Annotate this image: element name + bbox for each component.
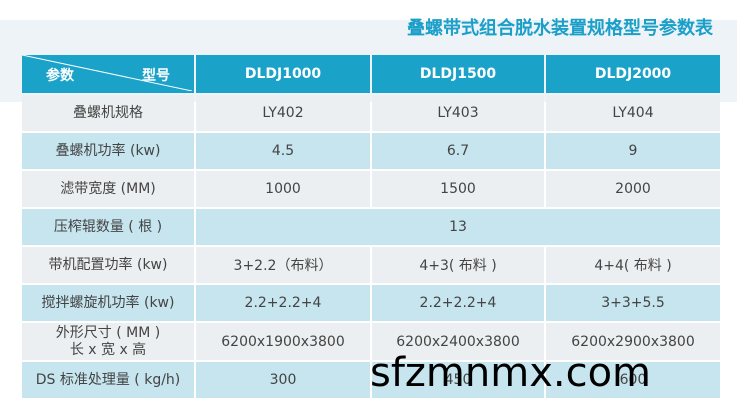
cell: 6200x1900x3800	[196, 323, 370, 360]
row-label: 搅拌螺旋机功率 (kw)	[22, 285, 194, 321]
title: 叠螺带式组合脱水装置规格型号参数表	[407, 18, 713, 39]
table-row: 叠螺机规格 LY402 LY403 LY404	[22, 95, 720, 131]
table-row: 压榨辊数量 ( 根 ) 13	[22, 209, 720, 245]
row-label-line: 叠螺机规格	[73, 104, 143, 121]
table-row: DS 标准处理量 ( kg/h) 300 450 600	[22, 362, 720, 398]
cell: 1000	[196, 171, 370, 207]
diagonal	[22, 55, 192, 91]
column-header: DLDJ1000	[196, 55, 370, 93]
cell: 3+2.2（布料）	[196, 247, 370, 283]
row-label-line: 压榨辊数量 ( 根 )	[53, 218, 163, 235]
cell: 2.2+2.2+4	[372, 285, 544, 321]
table-row: 滤带宽度 (MM) 1000 1500 2000	[22, 171, 720, 207]
row-label-line: DS 标准处理量 ( kg/h)	[35, 371, 181, 388]
row-label-line: 长 x 宽 x 高	[69, 341, 147, 358]
cell: 4.5	[196, 133, 370, 169]
row-label: 叠螺机功率 (kw)	[22, 133, 194, 169]
cell: 2.2+2.2+4	[196, 285, 370, 321]
cell: 4+3( 布料 )	[372, 247, 544, 283]
row-label-line: 带机配置功率 (kw)	[48, 256, 168, 273]
cell: 450	[372, 362, 544, 398]
row-label-line: 叠螺机功率 (kw)	[55, 142, 161, 159]
row-label: 带机配置功率 (kw)	[22, 247, 194, 283]
cell: 6200x2400x3800	[372, 323, 544, 360]
cell: LY403	[372, 95, 544, 131]
header-corner: 参数 型号	[22, 55, 194, 93]
cell: 600	[546, 362, 720, 398]
column-header: DLDJ1500	[372, 55, 544, 93]
row-label: DS 标准处理量 ( kg/h)	[22, 362, 194, 398]
spec-table: 参数 型号 DLDJ1000 DLDJ1500 DLDJ2000 叠螺机规格 LY40…	[20, 53, 722, 400]
table-row: 外形尺寸 ( MM ) 长 x 宽 x 高 6200x1900x3800 6200x2…	[22, 323, 720, 360]
cell: 6200x2900x3800	[546, 323, 720, 360]
cell: 13	[196, 209, 720, 245]
cell: 4+4( 布料 )	[546, 247, 720, 283]
column-header: DLDJ2000	[546, 55, 720, 93]
cell: 9	[546, 133, 720, 169]
cell: 2000	[546, 171, 720, 207]
model-label: 型号	[142, 68, 170, 84]
watermark: sfzmnmx.com	[370, 350, 652, 396]
cell: 1500	[372, 171, 544, 207]
row-label: 压榨辊数量 ( 根 )	[22, 209, 194, 245]
table-row: 叠螺机功率 (kw) 4.5 6.7 9	[22, 133, 720, 169]
table-row: 搅拌螺旋机功率 (kw) 2.2+2.2+4 2.2+2.2+4 3+3+5.5	[22, 285, 720, 321]
row-label-line: 外形尺寸 ( MM )	[55, 324, 161, 341]
cell: 3+3+5.5	[546, 285, 720, 321]
row-label: 滤带宽度 (MM)	[22, 171, 194, 207]
cell: 6.7	[372, 133, 544, 169]
table-row: 带机配置功率 (kw) 3+2.2（布料） 4+3( 布料 ) 4+4( 布料 )	[22, 247, 720, 283]
row-label: 叠螺机规格	[22, 95, 194, 131]
param-label: 参数	[46, 68, 74, 84]
row-label: 外形尺寸 ( MM ) 长 x 宽 x 高	[22, 323, 194, 360]
row-label-line: 滤带宽度 (MM)	[60, 180, 156, 197]
cell: 300	[196, 362, 370, 398]
row-label-line: 搅拌螺旋机功率 (kw)	[41, 294, 175, 311]
cell: LY402	[196, 95, 370, 131]
cell: LY404	[546, 95, 720, 131]
